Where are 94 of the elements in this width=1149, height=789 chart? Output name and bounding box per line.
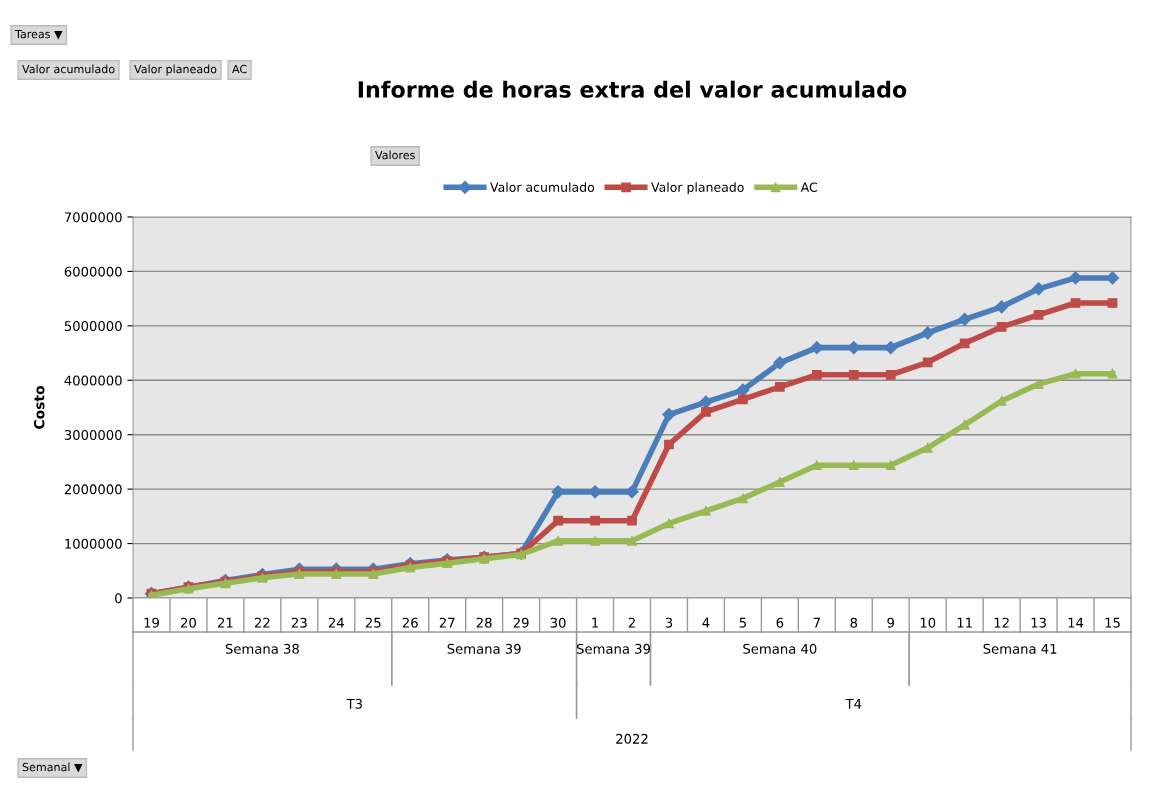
- text: Semana 39: [447, 643, 521, 654]
- point: [1032, 282, 1046, 296]
- x-tick-label: 19: [144, 617, 159, 628]
- point: [553, 535, 563, 546]
- y-tick-label: 7000000: [64, 212, 122, 223]
- legend-label: AC: [800, 182, 818, 192]
- point: [922, 442, 933, 453]
- point: [738, 394, 748, 405]
- chart-title: Informe de horas extra del valor acumulado: [358, 80, 907, 98]
- x-tick-label: 4: [702, 617, 710, 628]
- y-axis-title: Costo: [33, 386, 45, 429]
- point: [958, 312, 972, 326]
- x-tick-label: 5: [739, 617, 746, 628]
- point: [701, 506, 711, 516]
- point: [773, 356, 787, 370]
- point: [774, 381, 785, 392]
- legend-label: Valor planeado: [651, 182, 744, 195]
- x-tick-label: 3: [665, 617, 673, 628]
- point: [590, 535, 600, 546]
- point: [664, 518, 674, 529]
- point: [627, 535, 637, 546]
- text: Semana 39: [576, 643, 651, 654]
- x-tick-label: 9: [887, 617, 895, 628]
- y-tick-label: 4000000: [64, 375, 122, 386]
- x-tick-label: 6: [776, 617, 784, 628]
- point: [590, 515, 600, 526]
- x-tick-label: 12: [994, 617, 1009, 628]
- x-tick-label: 15: [1105, 617, 1120, 628]
- point: [662, 407, 676, 422]
- point: [885, 460, 896, 471]
- text: Semana 41: [983, 643, 1057, 654]
- y-tick-label: 0: [115, 593, 122, 604]
- text: AC: [232, 64, 247, 74]
- x-tick-label: 13: [1031, 617, 1046, 628]
- x-tick-label: 14: [1068, 617, 1084, 628]
- x-tick-label: 8: [850, 617, 858, 628]
- text: T4: [845, 699, 862, 709]
- point: [921, 326, 935, 340]
- text: Valor acumulado: [22, 64, 115, 74]
- x-tick-label: 26: [402, 617, 418, 628]
- text: Valor planeado: [134, 64, 217, 76]
- point: [996, 322, 1007, 332]
- point: [1070, 368, 1081, 379]
- y-tick-label: 1000000: [65, 538, 122, 549]
- x-tick-label: 25: [365, 617, 381, 628]
- point: [627, 515, 637, 526]
- point: [1107, 368, 1118, 379]
- x-tick-label: 2: [628, 617, 635, 628]
- point: [664, 439, 674, 450]
- point: [810, 341, 824, 355]
- point: [625, 485, 639, 499]
- point: [811, 369, 822, 380]
- x-tick-label: 10: [920, 617, 936, 628]
- point: [848, 460, 859, 471]
- text: T3: [346, 698, 362, 709]
- point: [884, 341, 898, 355]
- x-tick-label: 21: [217, 617, 233, 628]
- point: [553, 515, 563, 526]
- text: Tareas ▼: [14, 29, 63, 40]
- x-tick-label: 30: [550, 617, 566, 628]
- y-tick-label: 3000000: [64, 429, 122, 440]
- point: [551, 485, 565, 499]
- point: [995, 300, 1009, 314]
- x-tick-label: 29: [513, 617, 529, 628]
- point: [738, 493, 748, 504]
- point: [1107, 298, 1118, 308]
- text: Semana 38: [225, 643, 299, 654]
- x-tick-label: 1: [592, 617, 599, 628]
- point: [701, 406, 711, 417]
- point: [959, 338, 970, 349]
- x-tick-label: 20: [181, 617, 196, 628]
- point: [774, 477, 785, 487]
- x-tick-label: 27: [439, 617, 455, 628]
- text: Semana 40: [743, 643, 817, 654]
- x-tick-label: 22: [254, 617, 270, 628]
- point: [588, 485, 602, 499]
- text: Semanal ▼: [22, 762, 83, 773]
- text: Valores: [375, 150, 415, 160]
- point: [848, 369, 859, 380]
- x-tick-label: 23: [291, 617, 307, 628]
- x-tick-label: 28: [476, 617, 492, 628]
- point: [1070, 298, 1081, 308]
- y-tick-label: 5000000: [64, 321, 122, 332]
- legend-label: Valor acumulado: [490, 182, 595, 192]
- text: 2022: [616, 733, 648, 744]
- x-tick-label: 24: [328, 617, 344, 628]
- x-tick-label: 7: [813, 617, 820, 628]
- point: [885, 369, 896, 380]
- point: [1033, 310, 1044, 320]
- point: [1033, 379, 1044, 389]
- y-tick-label: 2000000: [64, 484, 122, 495]
- x-tick-label: 11: [957, 617, 972, 628]
- point: [922, 357, 933, 368]
- y-tick-label: 6000000: [64, 266, 122, 277]
